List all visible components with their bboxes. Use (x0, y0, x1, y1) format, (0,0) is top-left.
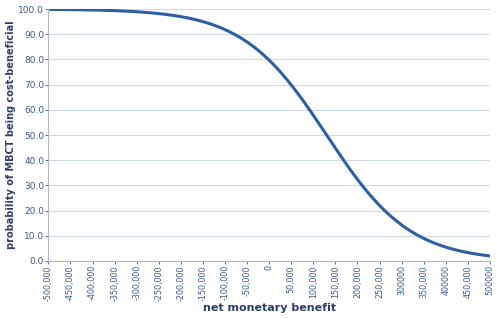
X-axis label: net monetary benefit: net monetary benefit (202, 303, 336, 314)
Y-axis label: probability of MBCT being cost-beneficial: probability of MBCT being cost-beneficia… (6, 21, 16, 249)
